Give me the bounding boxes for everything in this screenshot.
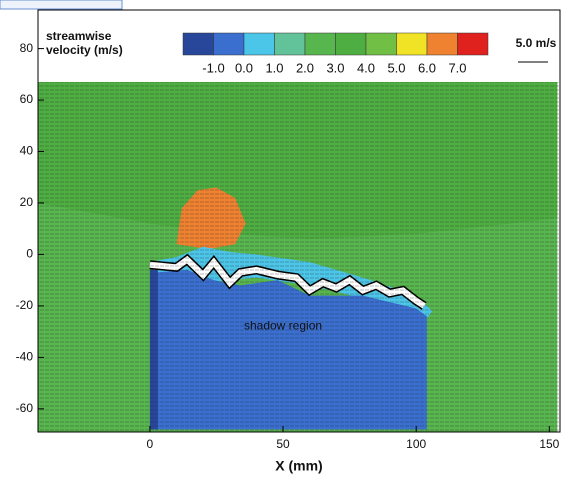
colorbar-swatch (274, 32, 306, 56)
colorbar-label: 1.0 (265, 60, 283, 75)
colorbar-swatch (182, 32, 214, 56)
colorbar-swatch (304, 32, 336, 56)
colorbar-label: 7.0 (448, 60, 466, 75)
x-axis-label: X (mm) (275, 458, 322, 474)
x-tick-label: 50 (276, 437, 290, 451)
y-tick-label: 80 (20, 41, 34, 55)
colorbar-swatch (365, 32, 397, 56)
vector-texture (38, 82, 560, 432)
annotation: shadow region (244, 319, 322, 333)
x-tick-label: 100 (406, 437, 426, 451)
colorbar-title: velocity (m/s) (46, 43, 123, 57)
y-tick-label: 40 (20, 144, 34, 158)
colorbar-swatch (335, 32, 367, 56)
colorbar-swatch (243, 32, 275, 56)
colorbar-label: -1.0 (202, 60, 224, 75)
colorbar-label: 6.0 (418, 60, 436, 75)
colorbar-label: 0.0 (235, 60, 253, 75)
y-tick-label: -60 (16, 401, 34, 415)
colorbar-label: 5.0 (387, 60, 405, 75)
colorbar-swatch (213, 32, 245, 56)
colorbar-title: streamwise (46, 29, 112, 43)
colorbar-swatch (457, 32, 489, 56)
colorbar-label: 3.0 (326, 60, 344, 75)
colorbar-label: 2.0 (296, 60, 314, 75)
plot-frame (37, 9, 561, 433)
y-tick-label: 20 (20, 195, 34, 209)
y-tick-label: 60 (20, 92, 34, 106)
colorbar-swatch (426, 32, 458, 56)
colorbar-swatch (396, 32, 428, 56)
window-tab (0, 0, 123, 10)
y-tick-label: 0 (26, 247, 33, 261)
y-tick-label: -20 (16, 298, 34, 312)
reference-vector-label: 5.0 m/s (516, 36, 557, 50)
y-tick-label: -40 (16, 350, 34, 364)
x-tick-label: 0 (147, 437, 154, 451)
colorbar-label: 4.0 (357, 60, 375, 75)
x-tick-label: 150 (539, 437, 559, 451)
